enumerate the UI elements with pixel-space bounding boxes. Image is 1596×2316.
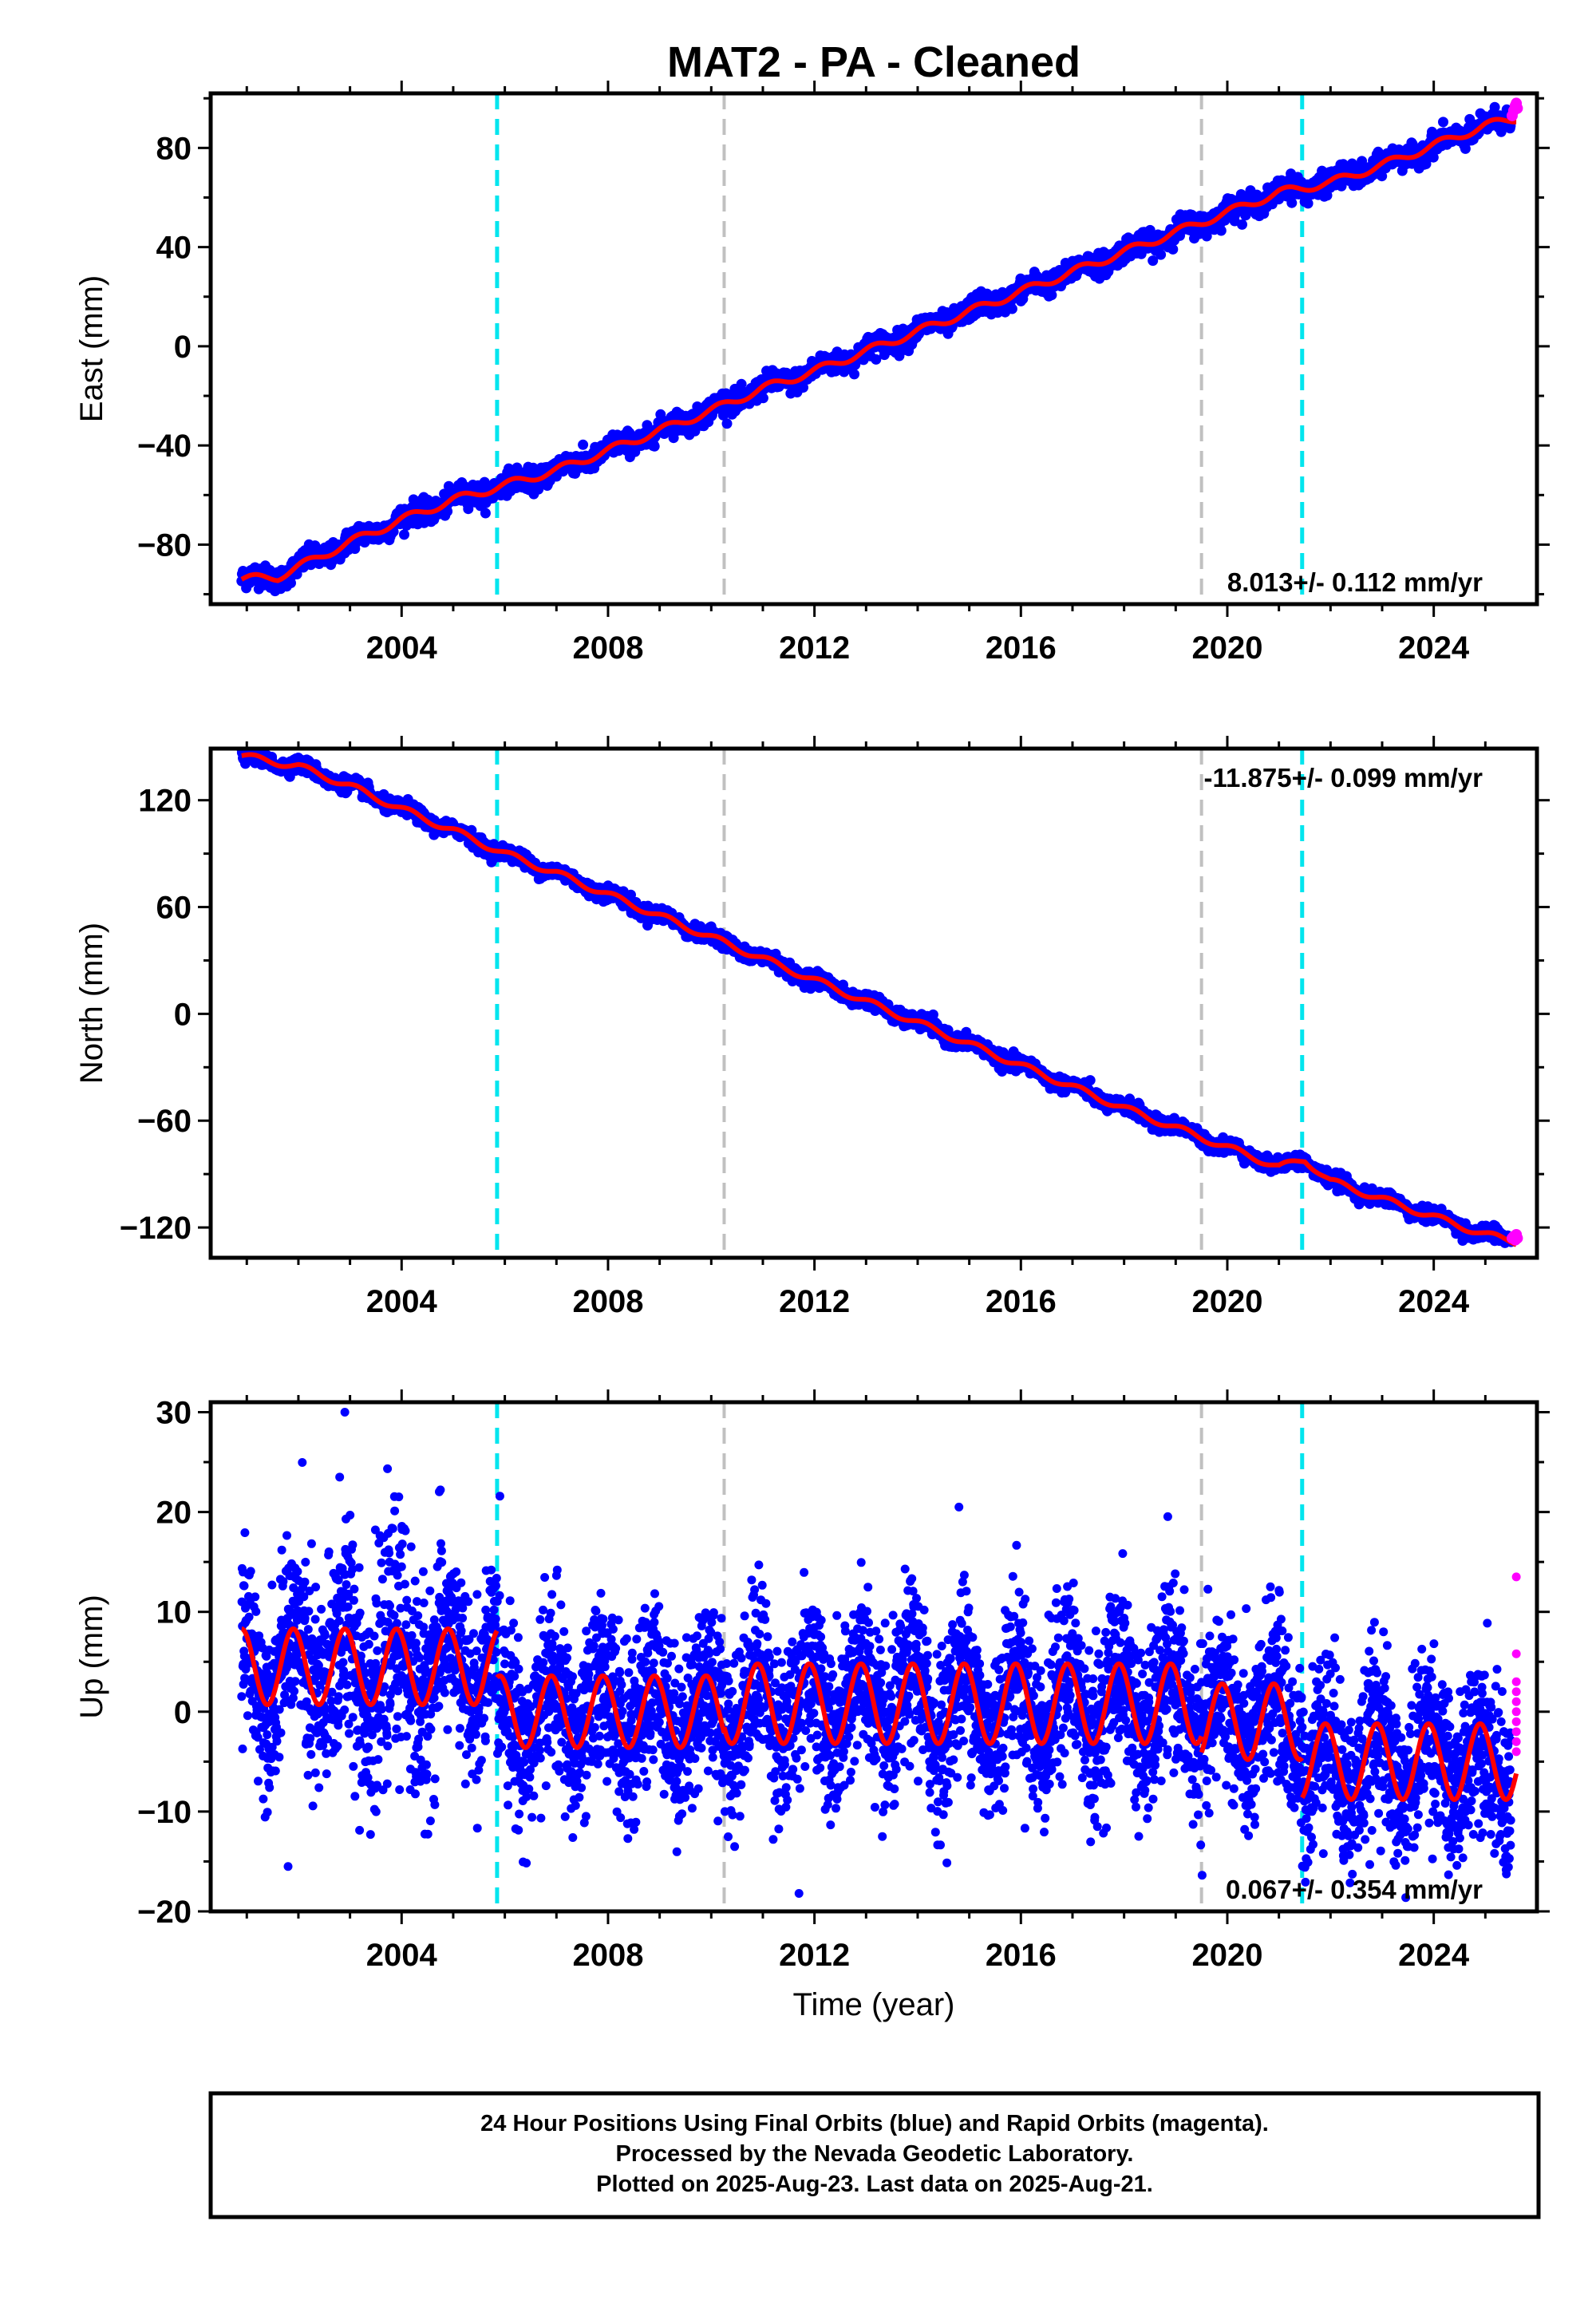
panel-east: 2004 2008 2012 2016 2020 2024 −80 −40 0 40 80 East … — [74, 81, 1550, 666]
rate-annotation: 8.013+/- 0.112 mm/yr — [1227, 567, 1483, 597]
data-point — [399, 529, 409, 540]
final-orbit-points — [236, 749, 1516, 1248]
data-point — [849, 369, 859, 380]
y-tick-label: 0 — [174, 330, 192, 365]
rapid-data-point — [1511, 102, 1523, 114]
data-point — [1237, 219, 1247, 230]
y-tick-label: 40 — [156, 231, 192, 266]
data-point — [736, 378, 747, 389]
event-lines — [495, 749, 1305, 1258]
x-tick-label: 2008 — [572, 630, 643, 666]
data-point — [442, 506, 453, 517]
data-point — [649, 441, 660, 452]
x-tick-label: 2020 — [1191, 630, 1262, 666]
data-point — [1438, 117, 1448, 128]
y-tick-label: −80 — [137, 528, 192, 563]
x-tick-label: 2016 — [986, 630, 1057, 666]
panel-north: 2004 2008 2012 2016 2020 2024−120−60060120Nor… — [74, 736, 1550, 1319]
data-point — [463, 504, 474, 515]
data-point — [578, 439, 589, 450]
y-axis-label: East (mm) — [74, 275, 109, 422]
data-point — [1302, 198, 1314, 209]
data-point — [692, 401, 703, 412]
data-point — [721, 418, 733, 429]
x-tick-label: 2024 — [1398, 630, 1470, 666]
data-point — [1167, 243, 1179, 255]
data-point — [1215, 225, 1227, 236]
data-point — [1286, 197, 1298, 208]
y-tick-label: −40 — [137, 429, 192, 464]
data-point — [480, 508, 491, 519]
y-tick-label: 80 — [156, 131, 192, 166]
rapid-orbit-points — [1506, 97, 1523, 121]
data-point — [1156, 249, 1167, 260]
x-tick-label: 2004 — [366, 630, 438, 666]
page-title: MAT2 - PA - Cleaned — [667, 38, 1080, 86]
final-orbit-points — [236, 101, 1516, 597]
x-tick-label: 2012 — [779, 630, 850, 666]
data-point — [533, 484, 544, 495]
data-point — [1006, 303, 1017, 314]
data-point — [1084, 1075, 1096, 1086]
